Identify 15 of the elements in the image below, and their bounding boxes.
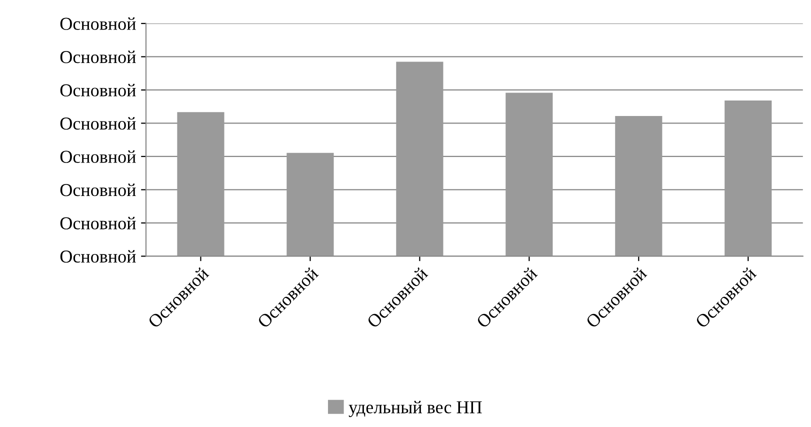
bar [396, 62, 444, 256]
text: Основной [60, 50, 136, 64]
bar [724, 100, 772, 256]
text: Основной [60, 84, 136, 96]
text: Основной [60, 216, 136, 230]
bar [177, 112, 224, 256]
text: Основной [60, 17, 136, 30]
text: Основной [60, 184, 136, 196]
text: Основной [60, 250, 136, 263]
bar [506, 92, 553, 256]
text: Основной [60, 150, 136, 163]
legend-label: удельный вес НП [348, 400, 482, 418]
bar [615, 116, 662, 256]
bar [286, 152, 334, 256]
text: Основной [60, 117, 136, 130]
